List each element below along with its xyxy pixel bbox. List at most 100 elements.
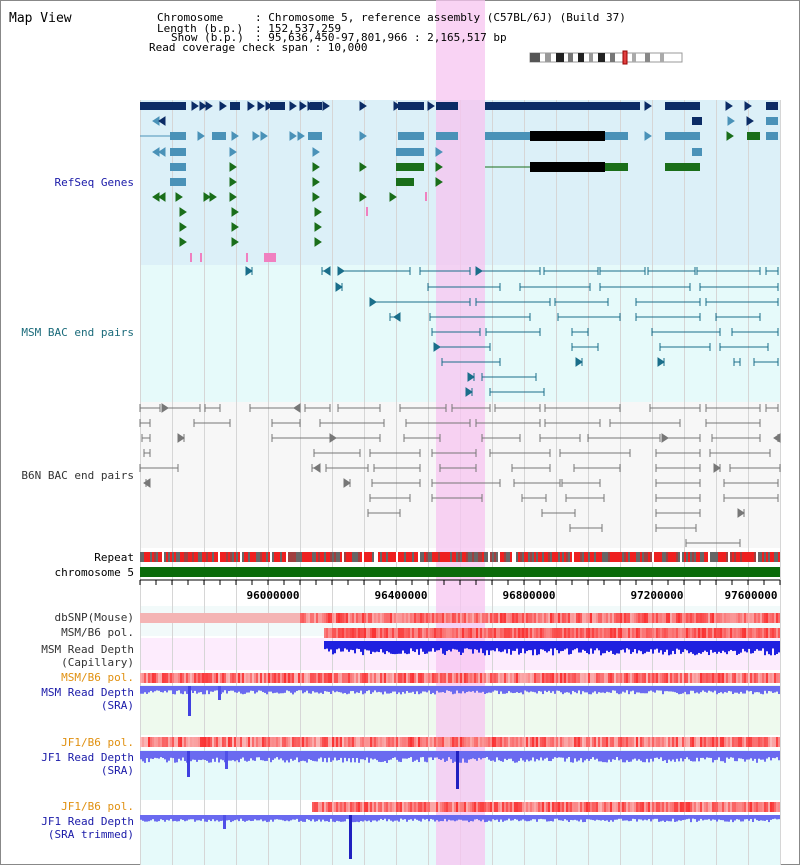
read-depth-bar	[468, 641, 470, 650]
polymorphism-cell	[516, 613, 518, 623]
repeat-element	[230, 552, 232, 562]
read-depth-bar	[228, 815, 230, 821]
polymorphism-cell	[380, 613, 382, 623]
polymorphism-cell	[498, 802, 500, 812]
gene-arrow	[389, 192, 397, 202]
repeat-element	[570, 552, 572, 562]
read-depth-bar	[726, 815, 728, 822]
polymorphism-cell	[632, 737, 634, 747]
read-depth-bar	[194, 751, 196, 760]
polymorphism-cell	[334, 613, 336, 623]
read-depth-bar	[756, 641, 758, 650]
repeat-element	[450, 552, 452, 562]
read-depth-bar	[544, 641, 546, 652]
polymorphism-cell	[578, 802, 580, 812]
polymorphism-cell	[740, 613, 742, 623]
read-depth-bar	[512, 686, 514, 694]
read-depth-bar	[420, 751, 422, 758]
read-depth-bar	[632, 815, 634, 819]
polymorphism-cell	[550, 628, 552, 638]
read-depth-bar	[426, 751, 428, 763]
polymorphism-cell	[412, 673, 414, 683]
polymorphism-cell	[376, 673, 378, 683]
read-depth-bar	[442, 641, 444, 654]
gene-arrow	[293, 403, 301, 413]
read-depth-bar	[648, 686, 650, 692]
polymorphism-cell	[224, 673, 226, 683]
chromosome-ideogram[interactable]	[529, 50, 683, 65]
repeat-element	[316, 552, 318, 562]
polymorphism-cell	[768, 628, 770, 638]
polymorphism-cell	[704, 628, 706, 638]
polymorphism-cell	[634, 802, 636, 812]
read-depth-bar	[518, 815, 520, 822]
read-depth-bar	[692, 686, 694, 691]
polymorphism-cell	[562, 628, 564, 638]
polymorphism-cell	[756, 613, 758, 623]
gene-exon	[396, 178, 414, 186]
polymorphism-cell	[478, 673, 480, 683]
polymorphism-cell	[580, 802, 582, 812]
read-depth-bar	[236, 751, 238, 761]
read-depth-bar	[438, 686, 440, 693]
polymorphism-cell	[318, 737, 320, 747]
read-depth-bar	[568, 641, 570, 655]
read-depth-bar	[756, 815, 758, 821]
gene-arrow	[229, 162, 237, 172]
read-depth-bar	[450, 686, 452, 692]
repeat-element	[232, 552, 234, 562]
read-depth-bar	[656, 686, 658, 691]
read-depth-bar	[658, 751, 660, 760]
polymorphism-cell	[720, 737, 722, 747]
repeat-element	[384, 552, 386, 562]
read-depth-bar	[330, 751, 332, 762]
read-depth-bar	[714, 751, 716, 761]
polymorphism-cell	[394, 673, 396, 683]
polymorphism-cell	[530, 628, 532, 638]
read-depth-bar	[722, 641, 724, 651]
repeat-element	[408, 552, 410, 562]
polymorphism-cell	[304, 613, 306, 623]
read-depth-bar	[346, 815, 348, 819]
read-depth-bar	[710, 641, 712, 650]
polymorphism-cell	[442, 737, 444, 747]
read-depth-bar	[562, 815, 564, 821]
repeat-element	[706, 552, 708, 562]
polymorphism-cell	[588, 737, 590, 747]
polymorphism-cell	[758, 802, 760, 812]
polymorphism-cell	[602, 628, 604, 638]
polymorphism-cell	[696, 628, 698, 638]
polymorphism-cell	[666, 628, 668, 638]
polymorphism-cell	[612, 673, 614, 683]
repeat-element	[222, 552, 224, 562]
polymorphism-cell	[564, 737, 566, 747]
polymorphism-cell	[576, 802, 578, 812]
read-depth-bar	[150, 751, 152, 759]
polymorphism-cell	[434, 628, 436, 638]
polymorphism-cell	[276, 673, 278, 683]
polymorphism-cell	[484, 628, 486, 638]
polymorphism-cell	[706, 613, 708, 623]
read-depth-bar	[422, 686, 424, 692]
read-depth-bar	[628, 751, 630, 762]
polymorphism-cell	[484, 802, 486, 812]
repeat-element	[552, 552, 554, 562]
read-depth-bar	[216, 686, 218, 691]
read-depth-bar	[176, 686, 178, 691]
read-depth-bar	[238, 686, 240, 692]
polymorphism-cell	[548, 737, 550, 747]
polymorphism-cell	[390, 673, 392, 683]
polymorphism-cell	[506, 802, 508, 812]
repeat-element	[260, 552, 262, 562]
read-depth-bar	[720, 751, 722, 762]
read-depth-bar	[470, 815, 472, 822]
read-depth-bar	[662, 641, 664, 655]
polymorphism-cell	[386, 737, 388, 747]
repeat-element	[578, 552, 580, 562]
read-depth-bar	[392, 815, 394, 822]
read-depth-bar	[282, 815, 284, 821]
polymorphism-cell	[612, 628, 614, 638]
polymorphism-cell	[716, 628, 718, 638]
read-depth-bar	[396, 815, 398, 821]
polymorphism-cell	[336, 628, 338, 638]
